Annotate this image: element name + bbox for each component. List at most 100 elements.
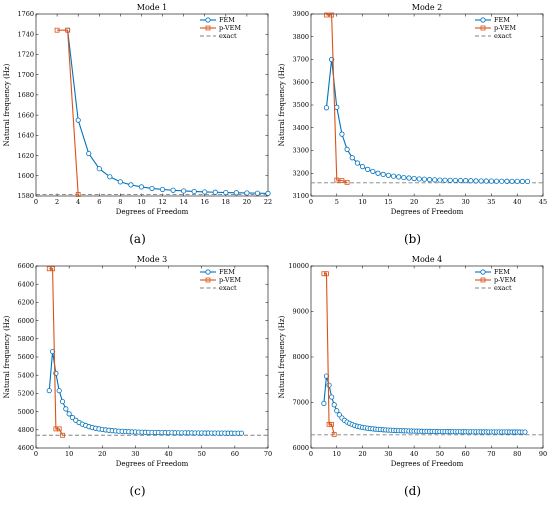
fem-point bbox=[128, 182, 134, 188]
fem-point bbox=[117, 179, 123, 185]
x-axis-label: Degrees of Freedom bbox=[391, 460, 464, 468]
x-axis-label: Degrees of Freedom bbox=[116, 208, 189, 216]
x-tick-label: 22 bbox=[264, 198, 272, 206]
fem-point bbox=[202, 189, 208, 195]
plot-frame bbox=[35, 265, 269, 449]
y-tick-label: 1720 bbox=[17, 51, 34, 59]
pvem-point bbox=[60, 432, 65, 438]
fem-point bbox=[494, 178, 500, 184]
plot-frame bbox=[35, 13, 269, 197]
pvem-point bbox=[326, 421, 332, 427]
y-axis-label: Natural frequency (Hz) bbox=[3, 63, 11, 146]
x-tick-label: 40 bbox=[513, 198, 521, 206]
fem-point bbox=[96, 166, 102, 172]
caption-c: (c) bbox=[129, 484, 146, 498]
y-tick-label: 3800 bbox=[292, 33, 309, 41]
fem-point bbox=[432, 177, 438, 183]
fem-point bbox=[370, 168, 376, 175]
fem-point bbox=[473, 178, 479, 184]
chart-title: Mode 2 bbox=[412, 3, 443, 12]
legend-fem-marker bbox=[480, 17, 486, 23]
x-tick-label: 80 bbox=[513, 450, 521, 458]
legend-pvem-marker bbox=[480, 25, 486, 31]
y-tick-label: 1680 bbox=[17, 91, 34, 99]
x-tick-label: 0 bbox=[34, 198, 38, 206]
pvem-point bbox=[65, 27, 71, 33]
fem-point bbox=[339, 131, 345, 137]
y-tick-label: 6000 bbox=[17, 317, 34, 325]
pvem-point bbox=[324, 12, 329, 18]
pvem-point bbox=[331, 431, 337, 437]
pvem-point bbox=[334, 177, 340, 183]
panel-mode-2: Mode 2 0 5 10 15 20 25 30 35 40 45 3100 3200 3300 3400… bbox=[275, 0, 550, 252]
x-tick-label: 12 bbox=[158, 198, 166, 206]
x-tick-label: 14 bbox=[179, 198, 187, 206]
pvem-point bbox=[75, 192, 81, 197]
y-tick-label: 1620 bbox=[17, 152, 34, 160]
y-tick-label: 1660 bbox=[17, 111, 34, 119]
legend-pvem-label: p-VEM bbox=[494, 24, 516, 32]
fem-point bbox=[396, 174, 402, 180]
y-tick-label: 6200 bbox=[17, 299, 34, 307]
pvem-point bbox=[46, 266, 52, 272]
y-tick-label: 1580 bbox=[17, 192, 34, 200]
x-tick-label: 50 bbox=[436, 450, 444, 458]
fem-point bbox=[191, 188, 197, 195]
x-tick-label: 25 bbox=[436, 198, 444, 206]
x-tick-label: 90 bbox=[539, 450, 547, 458]
y-tick-label: 3200 bbox=[292, 169, 309, 177]
legend-pvem-marker bbox=[205, 277, 211, 283]
fem-point bbox=[349, 155, 355, 161]
legend-exact-label: exact bbox=[219, 284, 237, 292]
chart-title: Mode 1 bbox=[137, 3, 168, 12]
caption-b: (b) bbox=[403, 232, 422, 246]
panel-mode-3: Mode 3 0 10 20 30 40 50 60 70 4600 4800 5000 5200 540… bbox=[0, 252, 275, 504]
fem-point bbox=[212, 189, 218, 195]
x-tick-label: 60 bbox=[231, 450, 239, 458]
fem-point bbox=[447, 177, 453, 183]
legend-pvem-marker bbox=[205, 25, 211, 31]
legend-fem-label: FEM bbox=[494, 16, 510, 24]
fem-point bbox=[69, 414, 76, 421]
y-tick-label: 1760 bbox=[17, 10, 34, 18]
fem-point bbox=[244, 190, 250, 196]
fem-point bbox=[159, 186, 166, 193]
pvem-point bbox=[54, 27, 60, 33]
fem-point bbox=[457, 177, 464, 184]
fem-point bbox=[66, 411, 72, 417]
y-tick-label: 3300 bbox=[292, 147, 309, 155]
x-tick-label: 60 bbox=[462, 450, 470, 458]
x-tick-label: 10 bbox=[333, 450, 341, 458]
y-tick-label: 3400 bbox=[292, 124, 309, 132]
fem-point bbox=[233, 190, 239, 196]
y-tick-label: 7000 bbox=[292, 399, 309, 407]
chart-mode-3: Mode 3 0 10 20 30 40 50 60 70 4600 4800 5000 5200 540… bbox=[3, 255, 272, 468]
fem-point bbox=[265, 190, 271, 196]
fem-point bbox=[334, 408, 340, 414]
fem-point bbox=[238, 430, 245, 436]
y-axis-label: Natural frequency (Hz) bbox=[3, 315, 11, 398]
y-tick-label: 3600 bbox=[292, 78, 309, 86]
x-tick-label: 6 bbox=[97, 198, 101, 206]
pvem-point bbox=[50, 266, 55, 272]
y-tick-label: 6000 bbox=[292, 444, 309, 452]
x-tick-label: 50 bbox=[198, 450, 206, 458]
y-tick-label: 4800 bbox=[17, 426, 34, 434]
fem-point bbox=[86, 150, 92, 157]
x-axis-label: Degrees of Freedom bbox=[391, 208, 464, 216]
fem-point bbox=[181, 188, 187, 194]
fem-point bbox=[331, 402, 337, 408]
fem-point bbox=[354, 160, 361, 166]
fem-point bbox=[149, 185, 155, 192]
fem-point bbox=[416, 176, 422, 182]
fem-point bbox=[385, 172, 391, 178]
chart-mode-1: Mode 1 0 2 4 6 8 10 12 14 16 18 20 22 1580 1600 1620 164… bbox=[3, 3, 272, 216]
legend-fem-label: FEM bbox=[219, 16, 235, 24]
y-tick-label: 1600 bbox=[17, 172, 34, 180]
legend-fem-label: FEM bbox=[494, 268, 510, 276]
fem-point bbox=[380, 171, 386, 177]
fem-point bbox=[75, 117, 81, 123]
fem-point bbox=[56, 388, 62, 394]
legend-fem-marker bbox=[205, 17, 211, 23]
y-axis-label: Natural frequency (Hz) bbox=[278, 315, 286, 398]
